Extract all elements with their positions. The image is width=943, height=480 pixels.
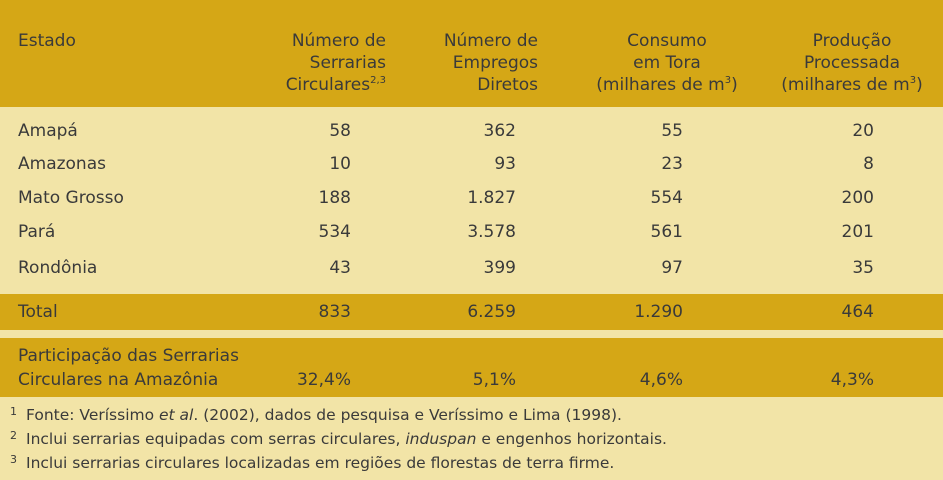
cell-consumo: 23 [661,154,683,174]
header-estado: Estado [18,31,76,51]
cell-serrarias: 188 [318,188,351,208]
cell-producao: 201 [841,222,874,242]
footnote-3: 3 Inclui serrarias circulares localizadas… [10,453,615,472]
total-consumo: 1.290 [634,302,683,322]
cell-producao: 200 [841,188,874,208]
header-band [0,0,943,107]
participation-consumo: 4,6% [639,370,683,390]
cell-empregos: 3.578 [467,222,516,242]
header-producao-line3: (milhares de m3) [781,75,923,95]
cell-empregos: 399 [483,258,516,278]
participation-label-line2: Circulares na Amazônia [18,370,219,390]
header-serrarias-line3: Circulares2,3 [285,75,386,95]
cell-empregos: 1.827 [467,188,516,208]
total-label: Total [18,302,58,322]
cell-producao: 8 [863,154,874,174]
header-empregos-line3: Diretos [477,75,538,95]
cell-serrarias: 43 [329,258,351,278]
header-empregos: Número de Empregos Diretos [444,30,538,96]
footnote-ref: 2,3 [370,75,386,86]
participation-empregos: 5,1% [472,370,516,390]
cell-empregos: 362 [483,121,516,141]
cell-empregos: 93 [494,154,516,174]
header-producao: Produção Processada (milhares de m3) [768,30,936,96]
cell-serrarias: 534 [318,222,351,242]
header-serrarias-line1: Número de [291,31,386,51]
cell-estado: Pará [18,222,56,242]
header-producao-line1: Produção [812,31,892,51]
total-producao: 464 [841,302,874,322]
footnote-1: 1 Fonte: Veríssimo et al. (2002), dados d… [10,405,622,424]
participation-label-line1: Participação das Serrarias [18,346,239,366]
cell-estado: Rondônia [18,258,98,278]
total-band [0,294,943,330]
cell-estado: Mato Grosso [18,188,124,208]
cell-consumo: 55 [661,121,683,141]
footnote-2: 2 Inclui serrarias equipadas com serras c… [10,429,667,448]
header-consumo-line2: em Tora [633,53,701,73]
cell-consumo: 554 [650,188,683,208]
cell-consumo: 97 [661,258,683,278]
total-empregos: 6.259 [467,302,516,322]
header-empregos-line2: Empregos [452,53,538,73]
cell-estado: Amazonas [18,154,106,174]
participation-producao: 4,3% [830,370,874,390]
total-serrarias: 833 [318,302,351,322]
participation-band [0,338,943,397]
header-consumo-line3: (milhares de m3) [596,75,738,95]
header-producao-line2: Processada [803,53,901,73]
cell-serrarias: 58 [329,121,351,141]
cell-producao: 20 [852,121,874,141]
cell-consumo: 561 [650,222,683,242]
header-empregos-line1: Número de [443,31,538,51]
participation-serrarias: 32,4% [296,370,351,390]
header-consumo-line1: Consumo [627,31,707,51]
header-serrarias-line2: Serrarias [309,53,386,73]
cell-serrarias: 10 [329,154,351,174]
cell-estado: Amapá [18,121,78,141]
cell-producao: 35 [852,258,874,278]
header-serrarias: Número de Serrarias Circulares2,3 [286,30,386,96]
header-consumo: Consumo em Tora (milhares de m3) [582,30,752,96]
